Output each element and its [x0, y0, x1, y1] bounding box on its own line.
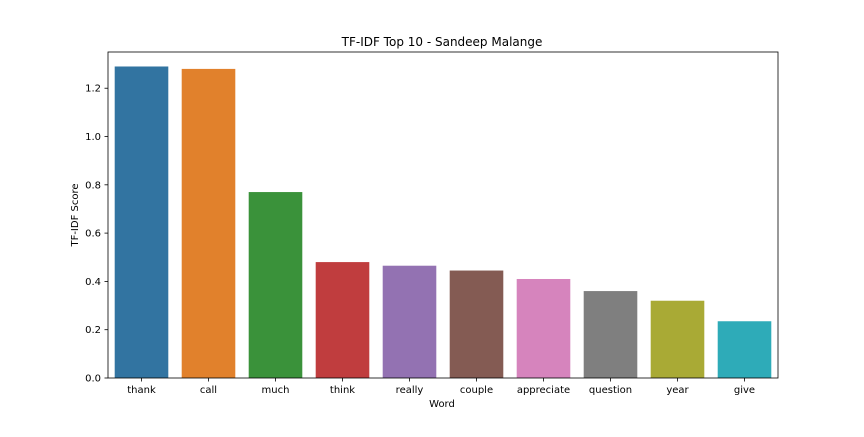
y-axis-label: TF-IDF Score — [70, 183, 81, 247]
y-tick-label: 0.0 — [85, 374, 101, 385]
x-tick-label: appreciate — [517, 385, 570, 396]
y-tick-label: 0.6 — [85, 229, 101, 240]
bar-question — [583, 291, 638, 378]
chart-title: TF-IDF Top 10 - Sandeep Malange — [341, 35, 543, 49]
x-tick-label: couple — [460, 385, 493, 396]
bar-think — [315, 262, 370, 378]
x-axis-label: Word — [429, 399, 455, 410]
x-tick-label: question — [589, 385, 632, 396]
x-tick-label: give — [734, 385, 755, 396]
y-tick-label: 0.8 — [85, 180, 101, 191]
x-tick-label: really — [396, 385, 424, 396]
x-tick-label: year — [666, 385, 689, 396]
x-tick-label: call — [200, 385, 217, 396]
bar-give — [717, 321, 772, 378]
y-tick-label: 1.2 — [85, 84, 101, 95]
x-axis-ticks: thank call much think really couple appreciate… — [127, 378, 755, 396]
bar-couple — [449, 270, 504, 378]
bar-call — [181, 68, 236, 379]
y-tick-label: 0.2 — [85, 325, 101, 336]
bar-really — [382, 265, 437, 378]
x-tick-label: much — [262, 385, 290, 396]
bar-appreciate — [516, 278, 571, 378]
x-tick-label: think — [330, 385, 355, 396]
y-axis-ticks: 0.0 0.2 0.4 0.6 0.8 1.0 1.2 — [85, 84, 108, 385]
bars-group — [114, 66, 772, 379]
bar-year — [650, 300, 705, 378]
x-tick-label: thank — [127, 385, 156, 396]
y-tick-label: 1.0 — [85, 132, 101, 143]
plot-frame — [107, 51, 779, 379]
bar-much — [248, 192, 303, 378]
bar-thank — [114, 66, 169, 379]
y-tick-label: 0.4 — [85, 277, 101, 288]
